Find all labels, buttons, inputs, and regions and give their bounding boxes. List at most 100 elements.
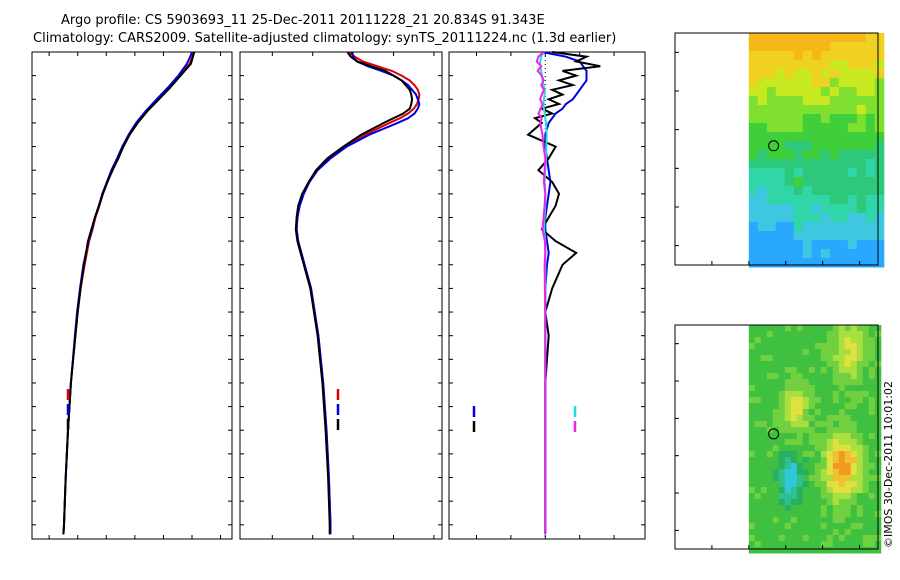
- map-cell: [844, 517, 852, 524]
- map-cell: [748, 511, 756, 518]
- map-cell: [862, 529, 870, 536]
- map-cell: [844, 541, 852, 548]
- map-cell: [772, 445, 780, 452]
- map-cell: [832, 427, 840, 434]
- map-cell: [757, 33, 768, 43]
- map-cell: [796, 457, 804, 464]
- map-cell: [820, 51, 831, 61]
- map-cell: [856, 391, 864, 398]
- map-cell: [796, 343, 804, 350]
- map-cell: [838, 355, 846, 362]
- map-cell: [832, 439, 840, 446]
- map-cell: [754, 397, 762, 404]
- map-cell: [847, 42, 858, 52]
- map-cell: [832, 361, 840, 368]
- map-cell: [802, 457, 810, 464]
- map-cell: [838, 343, 846, 350]
- map-cell: [808, 469, 816, 476]
- map-cell: [757, 123, 768, 133]
- map-cell: [847, 114, 858, 124]
- map-cell: [814, 481, 822, 488]
- map-cell: [838, 475, 846, 482]
- map-cell: [820, 445, 828, 452]
- map-cell: [778, 367, 786, 374]
- map-cell: [862, 427, 870, 434]
- map-cell: [844, 445, 852, 452]
- map-cell: [868, 385, 876, 392]
- map-cell: [778, 391, 786, 398]
- plot-frame: [31, 51, 233, 540]
- map-cell: [838, 96, 849, 106]
- map-cell: [814, 511, 822, 518]
- map-cell: [838, 391, 846, 398]
- map-cell: [826, 451, 834, 458]
- map-cell: [754, 373, 762, 380]
- map-cell: [814, 457, 822, 464]
- map-cell: [778, 469, 786, 476]
- map-cell: [760, 487, 768, 494]
- map-cell: [760, 325, 768, 332]
- argo-position-marker: [768, 428, 780, 440]
- map-cell: [874, 78, 885, 88]
- map-cell: [802, 60, 813, 70]
- map-cell: [820, 96, 831, 106]
- map-cell: [856, 60, 867, 70]
- map-cell: [757, 105, 768, 115]
- map-cell: [808, 403, 816, 410]
- map-cell: [760, 529, 768, 536]
- map-cell: [850, 535, 858, 542]
- map-cell: [856, 469, 864, 476]
- map-cell: [826, 505, 834, 512]
- map-cell: [874, 258, 885, 268]
- map-cell: [796, 547, 804, 554]
- map-cell: [832, 409, 840, 416]
- map-cell: [793, 249, 804, 259]
- map-cell: [748, 445, 756, 452]
- map-cell: [820, 150, 831, 160]
- map-cell: [850, 529, 858, 536]
- map-cell: [862, 409, 870, 416]
- map-cell: [826, 325, 834, 332]
- map-cell: [775, 150, 786, 160]
- map-cell: [808, 445, 816, 452]
- map-cell: [748, 69, 759, 79]
- map-cell: [844, 385, 852, 392]
- map-cell: [802, 547, 810, 554]
- map-cell: [862, 493, 870, 500]
- map-cell: [856, 373, 864, 380]
- map-cell: [754, 325, 762, 332]
- map-cell: [865, 231, 876, 241]
- map-cell: [760, 349, 768, 356]
- map-cell: [808, 487, 816, 494]
- map-cell: [778, 343, 786, 350]
- map-cell: [838, 433, 846, 440]
- map-cell: [772, 385, 780, 392]
- map-cell: [814, 373, 822, 380]
- map-cell: [754, 355, 762, 362]
- map-cell: [868, 487, 876, 494]
- map-cell: [760, 505, 768, 512]
- map-cell: [856, 547, 864, 554]
- map-cell: [838, 535, 846, 542]
- map-cell: [808, 493, 816, 500]
- argo-position-marker: [768, 140, 780, 152]
- map-cell: [790, 541, 798, 548]
- map-cell: [790, 361, 798, 368]
- map-cell: [826, 475, 834, 482]
- map-cell: [775, 159, 786, 169]
- map-cell: [772, 349, 780, 356]
- map-cell: [868, 361, 876, 368]
- map-cell: [868, 433, 876, 440]
- map-cell: [820, 141, 831, 151]
- map-cell: [865, 177, 876, 187]
- map-cell: [775, 42, 786, 52]
- map-cell: [850, 337, 858, 344]
- map-cell: [793, 222, 804, 232]
- map-cell: [793, 213, 804, 223]
- map-cell: [814, 439, 822, 446]
- map-cell: [811, 51, 822, 61]
- map-cell: [829, 177, 840, 187]
- map-cell: [796, 325, 804, 332]
- map-cell: [832, 547, 840, 554]
- map-cell: [793, 69, 804, 79]
